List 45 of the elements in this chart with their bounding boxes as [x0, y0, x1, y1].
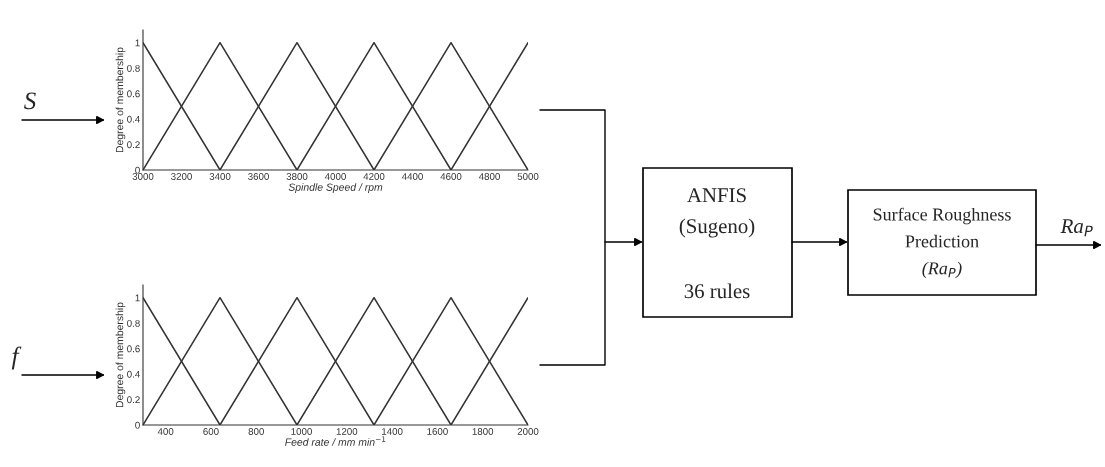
- x-tick-label: 1200: [336, 428, 358, 435]
- x-tick-label: 1400: [382, 428, 403, 435]
- x-tick-label: 4400: [401, 173, 423, 180]
- x-tick-label: 3200: [171, 173, 192, 180]
- y-tick-label: 0.2: [127, 141, 140, 149]
- x-tick-label: 3600: [248, 173, 269, 180]
- text: 36 rules: [684, 283, 750, 299]
- y-tick-label: 1: [135, 39, 140, 47]
- x-tick-label: 4200: [363, 173, 385, 180]
- x-tick-label: 800: [248, 428, 264, 435]
- text: f: [11, 346, 22, 370]
- y-tick-label: 0.4: [127, 370, 140, 378]
- x-tick-label: 2000: [517, 428, 539, 435]
- x-tick-label: 3000: [132, 173, 154, 180]
- text: (Ra$_{P}$): [922, 261, 962, 279]
- text: ANFIS: [687, 188, 746, 203]
- text: Ra$_{P}$: [1060, 219, 1093, 237]
- x-tick-label: 1000: [291, 428, 312, 435]
- y-tick-label: 0.6: [127, 90, 140, 98]
- text: Surface Roughness: [873, 207, 1011, 225]
- y-tick-label: 1: [135, 294, 140, 302]
- x-tick-label: 1600: [427, 428, 448, 435]
- text: (Sugeno): [679, 218, 755, 238]
- y-tick-label: 0.4: [127, 115, 140, 123]
- y-tick-label: 0: [135, 421, 140, 429]
- x-tick-label: 3400: [209, 173, 231, 180]
- y-tick-label: 0.8: [127, 64, 140, 72]
- x-tick-label: 4000: [324, 173, 346, 180]
- y-tick-label: 0.6: [127, 345, 140, 353]
- y-tick-label: 0: [135, 166, 140, 174]
- text: Prediction: [905, 234, 979, 248]
- y-tick-label: 0.8: [127, 319, 140, 327]
- x-tick-label: 400: [157, 428, 174, 435]
- x-tick-label: 4800: [478, 173, 500, 180]
- x-tick-label: 600: [203, 428, 219, 435]
- x-tick-label: 4600: [440, 173, 462, 180]
- y-tick-label: 0.2: [127, 396, 140, 404]
- x-tick-label: 5000: [517, 173, 539, 180]
- text: S: [24, 92, 36, 110]
- x-tick-label: 3800: [286, 173, 308, 180]
- x-axis-title: Spindle Speed / rpm: [288, 183, 383, 193]
- y-axis-title: Degree of membership: [115, 302, 126, 408]
- y-axis-title: Degree of membership: [115, 47, 126, 153]
- x-axis-title: Feed rate / mm min$^{−1}$: [285, 436, 386, 446]
- x-tick-label: 1800: [472, 428, 494, 435]
